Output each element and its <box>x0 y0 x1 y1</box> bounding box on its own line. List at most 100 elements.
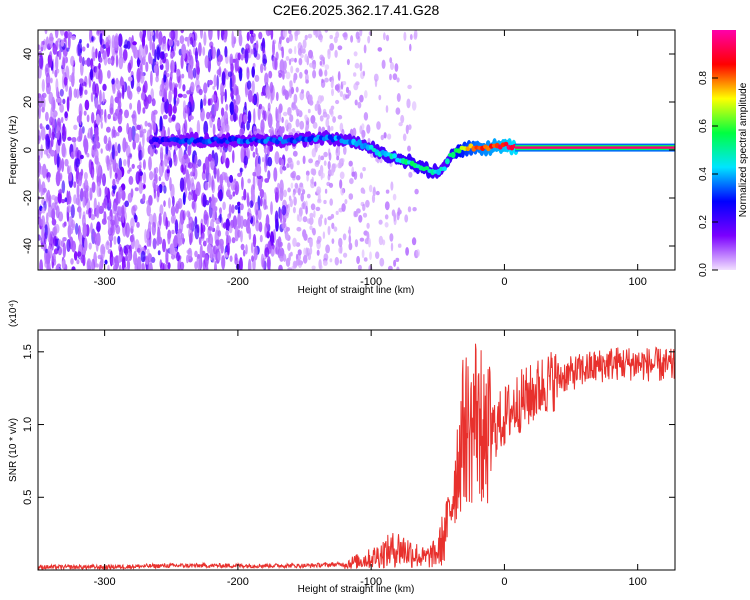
noise-speckle <box>363 112 369 121</box>
noise-speckle <box>334 256 339 266</box>
noise-speckle <box>223 111 229 125</box>
noise-speckle <box>151 98 156 107</box>
noise-speckle <box>94 127 99 141</box>
noise-speckle <box>317 192 321 203</box>
noise-speckle <box>51 252 56 263</box>
noise-speckle <box>116 132 120 137</box>
noise-speckle <box>300 192 305 202</box>
noise-speckle <box>325 118 330 128</box>
noise-speckle <box>314 103 318 111</box>
noise-speckle <box>329 108 334 115</box>
noise-speckle <box>250 242 254 254</box>
noise-speckle <box>67 224 72 239</box>
noise-speckle <box>67 136 72 141</box>
noise-speckle <box>364 90 368 99</box>
noise-speckle <box>263 199 267 211</box>
noise-speckle <box>243 188 247 201</box>
noise-speckle <box>281 46 285 59</box>
noise-speckle <box>89 194 93 199</box>
noise-speckle <box>330 213 335 219</box>
noise-speckle <box>112 116 116 122</box>
noise-speckle <box>226 242 230 256</box>
noise-speckle <box>286 122 292 130</box>
noise-speckle <box>91 36 94 42</box>
noise-speckle <box>166 169 170 174</box>
noise-speckle <box>283 69 287 74</box>
noise-speckle <box>126 40 131 50</box>
noise-speckle <box>165 216 168 230</box>
noise-speckle <box>337 71 341 81</box>
noise-speckle <box>310 203 316 211</box>
noise-speckle <box>210 218 214 232</box>
noise-speckle <box>287 267 292 270</box>
noise-speckle <box>61 158 65 173</box>
noise-speckle <box>171 114 176 121</box>
noise-speckle <box>53 235 57 247</box>
noise-speckle <box>153 188 157 199</box>
noise-speckle <box>285 56 290 61</box>
noise-speckle <box>47 204 53 218</box>
noise-speckle <box>327 48 331 55</box>
noise-speckle <box>168 39 174 47</box>
noise-speckle <box>237 201 241 207</box>
noise-speckle <box>286 37 290 44</box>
noise-speckle <box>310 179 314 184</box>
noise-speckle <box>234 104 239 114</box>
noise-speckle <box>283 189 287 198</box>
noise-speckle <box>390 242 394 252</box>
x-tick-label: 100 <box>629 276 647 288</box>
noise-speckle <box>189 233 193 246</box>
noise-speckle <box>327 125 331 134</box>
ridge-core <box>445 158 450 165</box>
noise-speckle <box>307 33 313 39</box>
noise-speckle <box>95 204 100 219</box>
noise-speckle <box>288 30 292 34</box>
noise-speckle <box>148 195 153 206</box>
noise-speckle <box>187 162 193 169</box>
noise-speckle <box>51 118 56 129</box>
noise-speckle <box>304 34 308 41</box>
noise-speckle <box>261 156 265 163</box>
noise-speckle <box>186 107 190 116</box>
noise-speckle <box>77 41 83 57</box>
noise-speckle <box>292 150 298 157</box>
noise-speckle <box>87 132 90 139</box>
ridge-core <box>274 139 280 145</box>
noise-speckle <box>295 242 301 248</box>
noise-speckle <box>100 44 104 54</box>
noise-speckle <box>66 205 72 213</box>
noise-speckle <box>118 33 123 47</box>
noise-speckle <box>396 77 400 83</box>
noise-speckle <box>139 171 144 177</box>
noise-speckle <box>402 133 407 142</box>
noise-speckle <box>159 204 164 216</box>
noise-speckle <box>353 51 358 57</box>
noise-speckle <box>389 73 392 81</box>
noise-speckle <box>59 88 64 97</box>
noise-speckle <box>290 160 294 170</box>
ridge-core <box>424 166 430 171</box>
noise-speckle <box>92 51 96 62</box>
noise-speckle <box>181 127 185 133</box>
noise-speckle <box>182 192 186 205</box>
noise-speckle <box>68 86 73 102</box>
noise-speckle <box>107 113 111 120</box>
noise-speckle <box>378 219 383 225</box>
noise-speckle <box>57 191 62 204</box>
noise-speckle <box>227 213 231 219</box>
noise-speckle <box>151 41 156 57</box>
noise-speckle <box>275 191 279 203</box>
noise-speckle <box>279 209 283 224</box>
noise-speckle <box>50 107 53 123</box>
noise-speckle <box>123 159 127 167</box>
noise-speckle <box>250 194 254 202</box>
noise-speckle <box>251 80 255 94</box>
noise-speckle <box>202 162 206 174</box>
noise-speckle <box>111 128 114 139</box>
noise-speckle <box>285 204 289 209</box>
noise-speckle <box>357 101 362 109</box>
noise-speckle <box>170 205 176 217</box>
noise-speckle <box>316 186 322 195</box>
noise-speckle <box>131 163 135 169</box>
noise-speckle <box>193 199 197 214</box>
